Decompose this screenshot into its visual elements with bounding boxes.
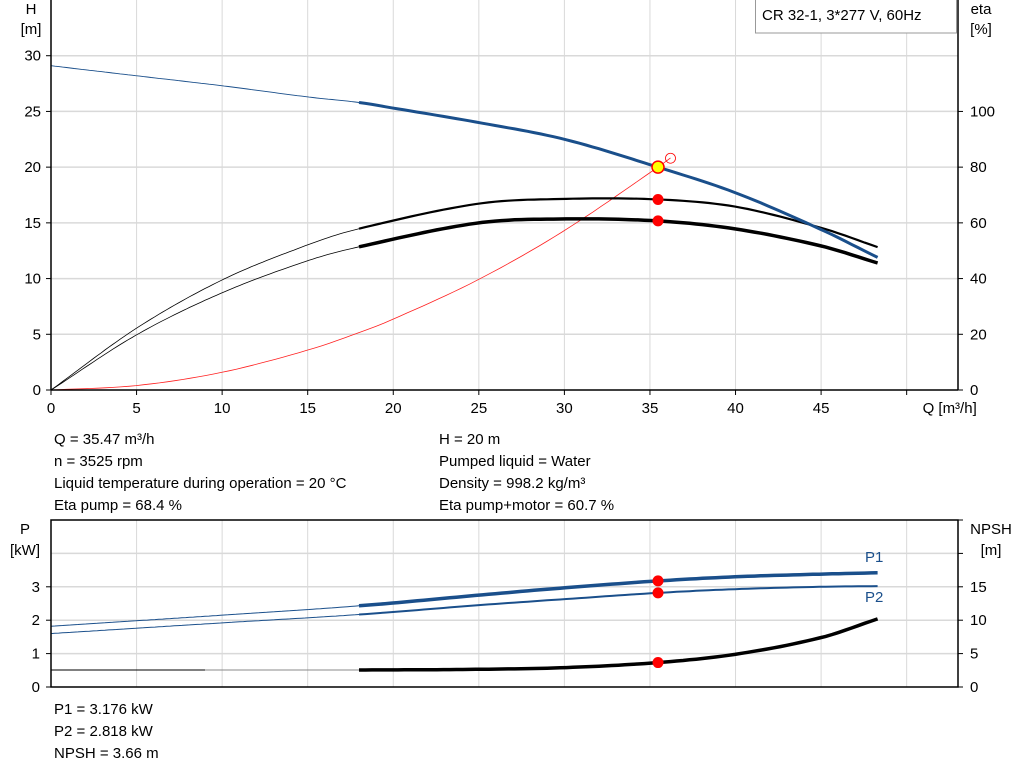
npsh-curve xyxy=(359,617,879,672)
x-tick-label: 25 xyxy=(470,400,487,417)
p1-curve xyxy=(358,571,878,608)
y2-tick-label: 10 xyxy=(970,612,987,629)
density-value: Density = 998.2 kg/m³ xyxy=(439,475,586,492)
eta-pump-marker xyxy=(652,193,664,205)
y2-axis-label: NPSH xyxy=(970,521,1012,538)
top-grid xyxy=(51,0,958,390)
system-curve xyxy=(50,157,671,391)
duty-point-marker xyxy=(651,160,665,174)
y2-axis-unit: [%] xyxy=(970,21,992,38)
eta-pump-motor-marker xyxy=(652,215,664,227)
x-tick-label: 40 xyxy=(727,400,744,417)
p2-curve xyxy=(358,585,878,616)
legend-text: CR 32-1, 3*277 V, 60Hz xyxy=(762,7,922,24)
p1-series-label: P1 xyxy=(865,549,883,566)
eta-pump-motor-curve xyxy=(358,217,879,265)
x-tick-label: 30 xyxy=(556,400,573,417)
y2-tick-label: 0 xyxy=(970,679,978,696)
x-tick-label: 5 xyxy=(132,400,140,417)
y-axis-unit: [m] xyxy=(21,21,42,38)
temperature-value: Liquid temperature during operation = 20… xyxy=(54,475,347,492)
y-tick-label: 3 xyxy=(32,579,40,596)
p2-series-label: P2 xyxy=(865,589,883,606)
p2-marker xyxy=(652,587,664,599)
axes xyxy=(46,0,963,688)
y2-axis-label: eta xyxy=(971,1,993,18)
y-tick-label: 10 xyxy=(24,271,41,288)
p2-curve-extrapolated xyxy=(50,614,360,635)
eta-pump-value: Eta pump = 68.4 % xyxy=(54,497,182,514)
y-axis-label: P xyxy=(20,521,30,538)
head-curve xyxy=(358,101,879,259)
x-tick-label: 35 xyxy=(642,400,659,417)
x-tick-label: 15 xyxy=(299,400,316,417)
y2-tick-label: 5 xyxy=(970,646,978,663)
y2-tick-label: 60 xyxy=(970,215,987,232)
y-tick-label: 1 xyxy=(32,646,40,663)
x-tick-label: 45 xyxy=(813,400,830,417)
y-tick-label: 0 xyxy=(32,679,40,696)
speed-value: n = 3525 rpm xyxy=(54,453,143,470)
eta-pump-curve-extrapolated xyxy=(50,228,360,391)
head-curve-extrapolated xyxy=(50,65,360,103)
p2-value: P2 = 2.818 kW xyxy=(54,723,153,740)
y2-tick-label: 100 xyxy=(970,103,995,120)
liquid-value: Pumped liquid = Water xyxy=(439,453,591,470)
eta-pump-motor-curve-extrapolated xyxy=(50,246,360,391)
power-info: P1 = 3.176 kW P2 = 2.818 kW NPSH = 3.66 … xyxy=(54,699,159,765)
x-tick-label: 0 xyxy=(47,400,55,417)
y2-tick-label: 20 xyxy=(970,326,987,343)
npsh-marker xyxy=(652,657,664,669)
system-end-marker xyxy=(665,152,676,164)
y2-axis-unit: [m] xyxy=(981,542,1002,559)
duty-info-left: Q = 35.47 m³/h n = 3525 rpm Liquid tempe… xyxy=(54,429,346,517)
y-tick-label: 30 xyxy=(24,48,41,65)
y-tick-label: 20 xyxy=(24,159,41,176)
y-tick-label: 25 xyxy=(24,103,41,120)
bottom-plot-frame xyxy=(50,519,959,688)
y-axis-unit: [kW] xyxy=(10,542,40,559)
y-tick-label: 0 xyxy=(33,382,41,399)
eta-pump-curve xyxy=(358,197,878,249)
y-tick-label: 5 xyxy=(33,326,41,343)
eta-total-value: Eta pump+motor = 60.7 % xyxy=(439,497,615,514)
x-axis-label: Q [m³/h] xyxy=(923,400,977,417)
y2-tick-label: 80 xyxy=(970,159,987,176)
p1-marker xyxy=(652,575,664,587)
axis-labels: 0 5 10 15 20 25 30 35 40 45 Q [m³/h]05101520253002… xyxy=(10,1,1012,696)
legend-box: CR 32-1, 3*277 V, 60Hz xyxy=(755,0,957,34)
y-tick-label: 15 xyxy=(24,215,41,232)
y2-tick-label: 0 xyxy=(970,382,978,399)
duty-info-right: H = 20 m Pumped liquid = Water Density =… xyxy=(439,429,614,517)
flow-value: Q = 35.47 m³/h xyxy=(54,431,155,448)
x-tick-label: 20 xyxy=(385,400,402,417)
curves xyxy=(50,65,879,672)
y2-tick-label: 40 xyxy=(970,271,987,288)
head-value: H = 20 m xyxy=(439,431,501,448)
y2-tick-label: 15 xyxy=(970,579,987,596)
npsh-value: NPSH = 3.66 m xyxy=(54,745,159,762)
x-tick-label: 10 xyxy=(214,400,231,417)
y-axis-label: H xyxy=(26,1,37,18)
p1-curve-extrapolated xyxy=(50,605,360,627)
p1-value: P1 = 3.176 kW xyxy=(54,701,153,718)
y-tick-label: 2 xyxy=(32,612,40,629)
legend-box-frame xyxy=(755,0,957,34)
